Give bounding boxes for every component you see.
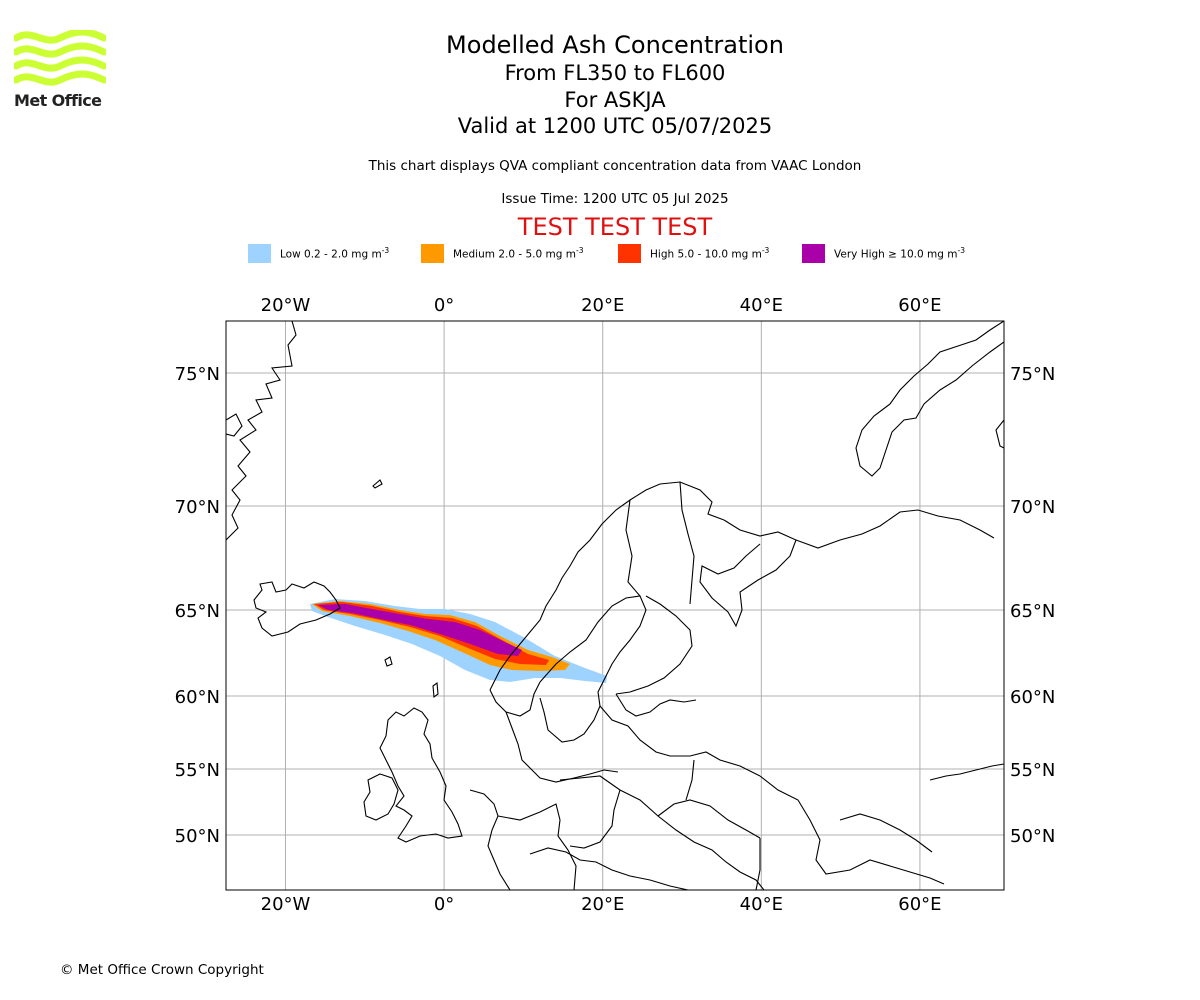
legend-swatch-very-high [802, 244, 825, 263]
longitude-tick-label: 20°W [261, 295, 311, 316]
met-office-logo: Met Office [14, 30, 108, 114]
graticule [226, 321, 1004, 890]
latitude-tick-label: 75°N [1010, 364, 1055, 385]
valid-time: Valid at 1200 UTC 05/07/2025 [457, 114, 773, 138]
longitude-tick-label: 40°E [740, 894, 783, 915]
met-office-waves-icon [14, 30, 106, 86]
longitude-tick-label: 20°W [261, 894, 311, 915]
latitude-tick-label: 65°N [1010, 601, 1055, 622]
issue-time: Issue Time: 1200 UTC 05 Jul 2025 [501, 191, 729, 207]
legend-label-medium: Medium 2.0 - 5.0 mg m [453, 248, 576, 261]
chart-description: This chart displays QVA compliant concen… [368, 158, 862, 174]
legend-label-high: High 5.0 - 10.0 mg m [650, 248, 762, 261]
longitude-tick-label: 40°E [740, 295, 783, 316]
longitude-tick-label: 0° [434, 295, 454, 316]
latitude-tick-label: 65°N [175, 601, 220, 622]
legend-swatch-low [248, 244, 271, 263]
latitude-tick-label: 60°N [1010, 687, 1055, 708]
map-frame [225, 320, 1005, 891]
longitude-tick-label: 60°E [898, 894, 941, 915]
longitude-tick-label: 20°E [581, 295, 624, 316]
latitude-tick-label: 55°N [175, 760, 220, 781]
ash-area-very-high [318, 604, 522, 656]
axis-tick-labels: 20°W 20°W 0° 0° 20°E 20°E 40°E 40°E 60°E 60°E 75°N… [175, 295, 1056, 915]
latitude-tick-label: 70°N [175, 497, 220, 518]
test-banner: TEST TEST TEST [517, 213, 713, 241]
latitude-tick-label: 55°N [1010, 760, 1055, 781]
latitude-tick-label: 50°N [1010, 826, 1055, 847]
longitude-tick-label: 0° [434, 894, 454, 915]
flight-level-range: From FL350 to FL600 [504, 61, 726, 85]
latitude-tick-label: 50°N [175, 826, 220, 847]
legend-label-low: Low 0.2 - 2.0 mg m [280, 248, 382, 261]
latitude-tick-label: 70°N [1010, 497, 1055, 518]
legend-unit-exponent: -3 [957, 246, 965, 255]
legend-label-very-high: Very High ≥ 10.0 mg m [834, 248, 958, 261]
longitude-tick-label: 20°E [581, 894, 624, 915]
chart-title-block: Modelled Ash Concentration From FL350 to… [0, 30, 1200, 140]
chart-title: Modelled Ash Concentration [446, 31, 784, 59]
latitude-tick-label: 75°N [175, 364, 220, 385]
legend-unit-exponent: -3 [575, 246, 584, 255]
legend-unit-exponent: -3 [381, 246, 390, 255]
met-office-wordmark: Met Office [14, 91, 102, 110]
legend-swatch-medium [421, 244, 444, 263]
legend-unit-exponent: -3 [761, 246, 770, 255]
volcano-name: For ASKJA [564, 87, 666, 112]
latitude-tick-label: 60°N [175, 687, 220, 708]
coastlines [226, 321, 1004, 890]
legend-swatch-high [618, 244, 641, 263]
ash-plume [310, 599, 607, 683]
copyright-notice: © Met Office Crown Copyright [60, 962, 264, 978]
longitude-tick-label: 60°E [898, 295, 941, 316]
